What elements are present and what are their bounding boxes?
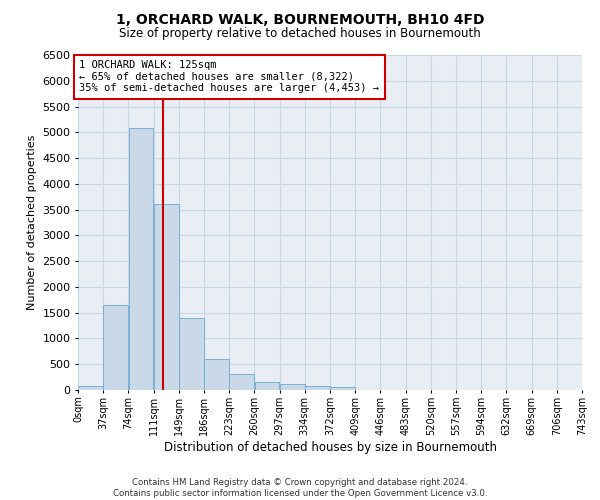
Bar — [330, 388, 355, 390]
Y-axis label: Number of detached properties: Number of detached properties — [26, 135, 37, 310]
Text: 1 ORCHARD WALK: 125sqm
← 65% of detached houses are smaller (8,322)
35% of semi-: 1 ORCHARD WALK: 125sqm ← 65% of detached… — [79, 60, 379, 94]
X-axis label: Distribution of detached houses by size in Bournemouth: Distribution of detached houses by size … — [163, 440, 497, 454]
Bar — [280, 384, 305, 390]
Bar — [204, 359, 229, 390]
Bar — [305, 386, 330, 390]
Bar — [154, 204, 179, 390]
Bar — [254, 382, 280, 390]
Text: Size of property relative to detached houses in Bournemouth: Size of property relative to detached ho… — [119, 28, 481, 40]
Bar — [229, 374, 254, 390]
Bar — [128, 128, 154, 390]
Text: Contains HM Land Registry data © Crown copyright and database right 2024.
Contai: Contains HM Land Registry data © Crown c… — [113, 478, 487, 498]
Bar — [78, 386, 103, 390]
Text: 1, ORCHARD WALK, BOURNEMOUTH, BH10 4FD: 1, ORCHARD WALK, BOURNEMOUTH, BH10 4FD — [116, 12, 484, 26]
Bar — [179, 318, 204, 390]
Bar — [103, 305, 128, 390]
